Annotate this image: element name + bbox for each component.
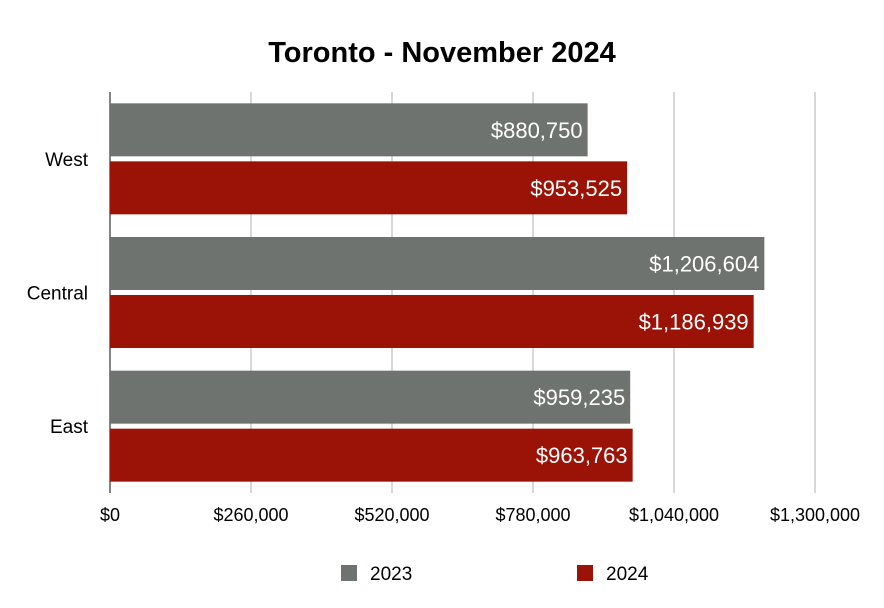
x-axis-ticks: $0 $260,000 $520,000 $780,000 $1,040,000 $1,3… (100, 505, 860, 525)
bar (110, 161, 628, 215)
bar (110, 103, 588, 157)
x-tick-label: $520,000 (354, 505, 429, 525)
chart-title: Toronto - November 2024 (268, 37, 616, 69)
category-label: East (50, 417, 89, 438)
category-label: West (45, 150, 89, 171)
x-tick-label: $1,300,000 (770, 505, 860, 525)
data-label: $959,235 (533, 385, 625, 410)
legend-label: 2023 (370, 564, 412, 585)
x-tick-label: $0 (100, 505, 120, 525)
category-labels: West Central East (27, 150, 89, 438)
data-label: $953,525 (530, 176, 622, 201)
legend-swatch (577, 565, 593, 581)
legend-label: 2024 (606, 564, 649, 585)
bars: $880,750 $953,525 $1,206,604 $1,186,939 $959… (110, 103, 765, 482)
bar (110, 295, 754, 348)
data-label: $963,763 (536, 443, 628, 468)
bar (110, 370, 631, 424)
bar (110, 428, 633, 482)
legend: 2023 2024 (341, 564, 649, 585)
legend-swatch (341, 565, 357, 581)
x-tick-label: $780,000 (495, 505, 570, 525)
data-label: $1,206,604 (649, 252, 759, 277)
x-tick-label: $260,000 (213, 505, 288, 525)
bar (110, 237, 765, 290)
data-label: $1,186,939 (639, 310, 749, 335)
x-tick-label: $1,040,000 (629, 505, 719, 525)
category-label: Central (27, 284, 88, 305)
gridlines (109, 92, 816, 493)
data-label: $880,750 (491, 118, 583, 143)
